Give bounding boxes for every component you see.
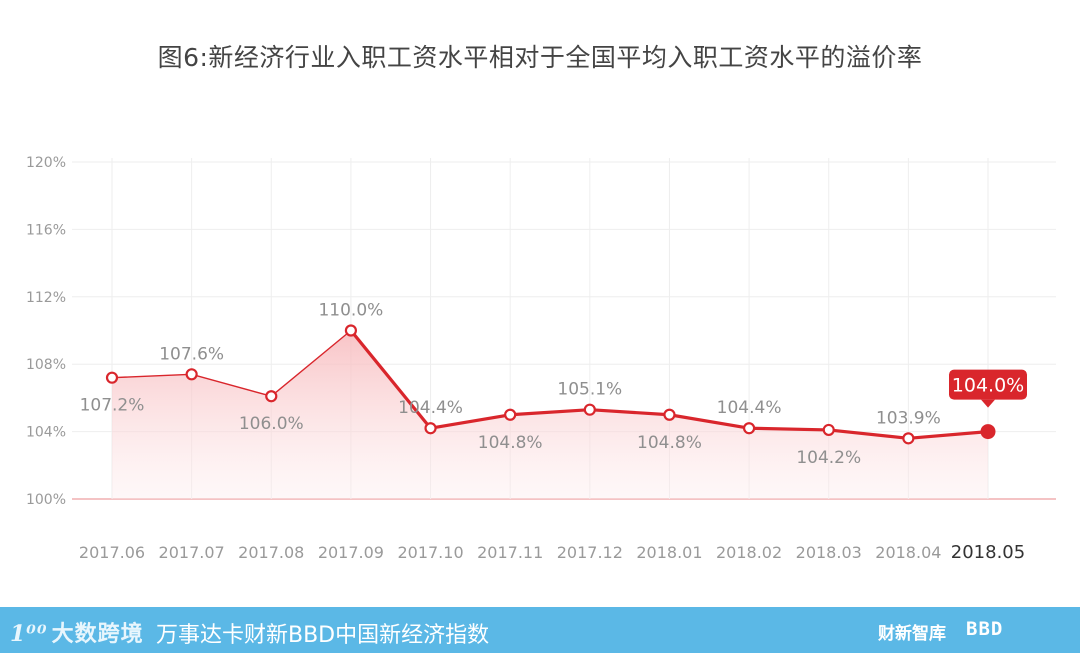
area-fill-shape — [112, 330, 988, 499]
line-segment — [190, 373, 272, 397]
logo-text: 大数跨境 — [51, 622, 144, 647]
data-label: 106.0% — [239, 414, 304, 434]
data-label: 104.4% — [717, 398, 782, 418]
x-tick-label: 2017.11 — [477, 543, 543, 562]
chart-title: 图6:新经济行业入职工资水平相对于全国平均入职工资水平的溢价率 — [157, 43, 923, 72]
line-segment — [349, 328, 433, 430]
data-point — [583, 403, 596, 416]
line-segment — [508, 408, 592, 417]
y-tick-label: 104% — [26, 425, 66, 441]
data-point — [902, 432, 915, 445]
data-labels: 107.2% 107.6% 106.0% 110.0% 104.4% 104.8% 105.… — [80, 301, 1027, 468]
y-tick-label: 100% — [26, 492, 66, 508]
data-label: 107.6% — [159, 344, 224, 364]
line-segment — [270, 329, 352, 397]
x-tick-label: 2018.05 — [951, 542, 1025, 563]
data-point — [185, 368, 198, 381]
line-segment — [906, 430, 990, 440]
data-point — [663, 408, 676, 421]
highlight-callout: 104.0% — [949, 369, 1027, 408]
x-tick-label: 2018.01 — [636, 543, 702, 562]
axis-ticks: 100% 104% 108% 112% 116% 120% 2017.06 2017.07 20… — [26, 155, 1025, 563]
x-tick-label: 2018.03 — [796, 543, 862, 562]
brand-logo-bbd: BBD — [966, 618, 1004, 640]
line-segment — [588, 408, 672, 417]
data-point — [105, 371, 119, 384]
x-tick-label: 2017.06 — [79, 543, 145, 562]
data-label-highlight: 104.0% — [952, 375, 1024, 397]
data-point — [424, 422, 437, 435]
x-tick-label: 2017.09 — [318, 543, 384, 562]
data-point — [504, 408, 517, 421]
x-tick-label: 2017.07 — [159, 543, 225, 562]
data-label: 104.8% — [637, 433, 702, 453]
x-tick-label: 2018.04 — [875, 543, 941, 562]
logo-mark: 1⁰⁰ — [10, 621, 48, 647]
line-chart: 107.2% 107.6% 106.0% 110.0% 104.4% 104.8% 105.… — [26, 155, 1056, 563]
line-segment — [428, 413, 512, 430]
x-tick-label: 2017.08 — [238, 543, 304, 562]
data-label: 110.0% — [318, 301, 383, 321]
y-tick-label: 120% — [26, 155, 66, 171]
data-point-highlight — [980, 424, 996, 440]
callout-pointer — [981, 399, 995, 408]
x-tick-label: 2017.10 — [397, 543, 463, 562]
y-tick-label: 108% — [26, 357, 66, 373]
x-tick-label: 2017.12 — [557, 543, 623, 562]
footer-bar: 1⁰⁰ 大数跨境 万事达卡财新BBD中国新经济指数 财新智库 BBD — [0, 607, 1080, 653]
series-line — [111, 328, 990, 440]
data-label: 104.2% — [796, 448, 861, 468]
data-point — [742, 422, 756, 435]
data-label: 104.8% — [478, 433, 543, 453]
line-segment — [111, 373, 193, 379]
index-name: 万事达卡财新BBD中国新经济指数 — [156, 623, 490, 648]
line-segment — [827, 428, 910, 440]
y-tick-label: 116% — [26, 222, 66, 238]
data-label: 105.1% — [557, 380, 622, 400]
data-label: 107.2% — [80, 396, 145, 416]
data-label: 103.9% — [876, 408, 941, 428]
data-point — [822, 423, 835, 437]
line-segment — [747, 426, 831, 432]
footer-logo: 1⁰⁰ 大数跨境 — [10, 616, 144, 648]
y-tick-label: 112% — [26, 290, 66, 306]
callout-box — [949, 369, 1027, 400]
data-point — [265, 390, 278, 403]
line-segment — [667, 413, 751, 430]
data-point — [344, 324, 358, 337]
x-tick-label: 2018.02 — [716, 543, 782, 562]
data-points — [105, 324, 996, 445]
data-label: 104.4% — [398, 398, 463, 418]
brand-logo-caixin: 财新智库 — [878, 624, 946, 644]
area-fill — [112, 330, 988, 499]
